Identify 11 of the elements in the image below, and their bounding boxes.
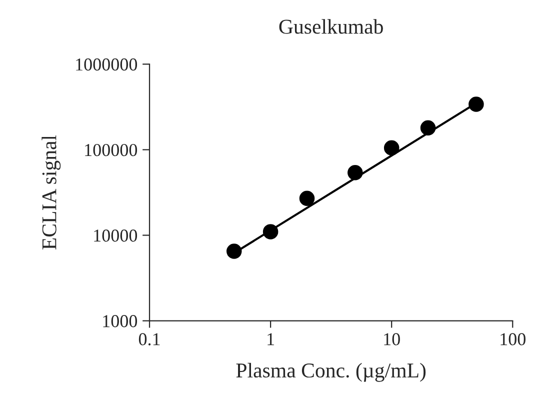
x-tick-label: 10 xyxy=(384,333,400,346)
y-tick-label: 1000000 xyxy=(76,58,138,71)
y-axis-title: ECLIA signal xyxy=(42,135,61,250)
x-tick-label: 100 xyxy=(500,333,526,346)
y-tick-label: 10000 xyxy=(94,230,138,242)
x-axis-title: Plasma Conc. (µg/mL) xyxy=(236,362,426,382)
chart-title: Guselkumab xyxy=(279,19,383,34)
y-tick-label: 1000 xyxy=(103,315,138,328)
x-tick-label: 1 xyxy=(268,333,274,346)
y-tick-label: 100000 xyxy=(85,144,138,156)
x-tick-label: 0.1 xyxy=(138,333,160,346)
